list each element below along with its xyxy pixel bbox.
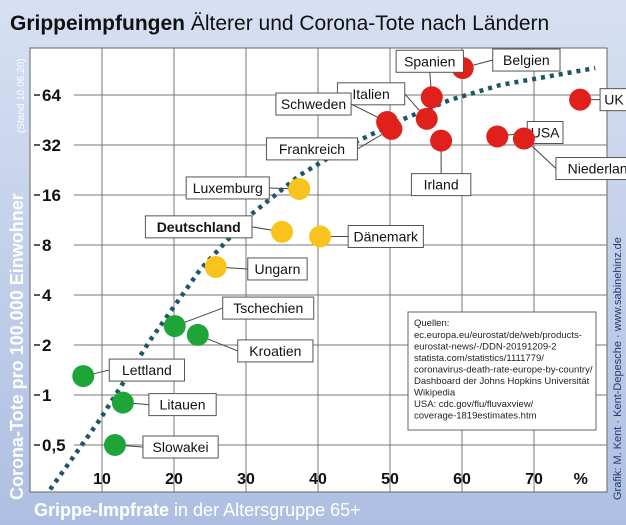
x-axis-label: Grippe-Impfrate in der Altersgruppe 65+ [34,500,361,520]
data-point [271,220,293,243]
point-label: Kroatien [249,343,301,359]
label-box [108,358,185,382]
point-label: Spanien [404,53,455,69]
data-point [380,117,403,140]
point-label: Tschechien [233,300,303,316]
x-tick-label: 40 [309,471,327,488]
point-label: Lettland [122,362,172,378]
source-line: Dashboard der Johns Hopkins Universität [414,376,590,387]
point-label: Belgien [503,52,550,68]
label-box [395,49,464,73]
y-tick-label: 64 [42,86,61,105]
label-box [142,435,219,459]
point-label: Italien [352,86,389,102]
x-tick-label: 60 [453,471,471,488]
label-box [347,225,424,249]
point-label: Slowakei [153,439,209,455]
point-label: Litauen [160,397,206,413]
y-axis-label: Corona-Tote pro 100.000 Einwohner [7,193,27,500]
sources-box: Quellen:ec.europa.eu/eurostat/de/web/pro… [407,311,597,431]
label-box [275,92,352,116]
x-tick-label: 10 [93,471,111,488]
label-box [247,257,308,281]
y-tick-label: 32 [42,136,61,155]
label-box [222,296,315,320]
title-rest: Älterer und Corona-Tote nach Ländern [185,12,549,35]
title-bold: Grippeimpfungen [10,12,185,35]
point-label: Luxemburg [193,180,263,196]
source-line: ec.europa.eu/eurostat/de/web/products- [414,330,582,341]
data-point [430,129,453,152]
point-label: Irland [424,177,459,193]
label-box [492,48,561,72]
label-box [410,173,472,197]
source-line: Wikipedia [414,388,456,399]
data-point [163,315,186,338]
chart-title: Grippeimpfungen Älterer und Corona-Tote … [10,12,549,35]
data-point [569,88,592,111]
point-label: Deutschland [157,219,241,235]
label-box [144,215,253,239]
data-point [512,127,535,150]
y-tick-label: 16 [42,186,61,205]
sources-box-frame [407,311,597,431]
x-tick-label: 50 [381,471,399,488]
source-line: USA: cdc.gov/flu/fluvaxview/ [414,399,534,410]
data-point [420,86,443,109]
source-line: eurostat-news/-/DDN-20191209-2 [414,342,557,353]
point-label: Frankreich [279,141,345,157]
label-box [185,176,270,200]
y-tick-label: 4 [42,286,52,305]
data-point [111,391,134,414]
credit-text: Grafik: M. Kent · Kent-Depesche · www.sa… [612,237,624,500]
data-point [415,107,438,130]
label-box [555,157,626,181]
data-point [204,255,227,278]
x-axis-label-rest: in der Altersgruppe 65+ [169,500,361,520]
source-line: statista.com/statistics/1111779/ [414,353,544,364]
point-label: USA [531,125,560,141]
y-tick-label: 0,5 [42,436,66,455]
y-tick-label: 1 [42,386,51,405]
x-tick-label: 20 [165,471,183,488]
source-line: coverage-1819estimates.htm [414,411,537,422]
sources-title: Quellen: [414,318,449,329]
label-box [148,393,217,417]
y-axis-note: (Stand 10.06.20) [16,59,27,134]
x-axis-label-bold: Grippe-Impfrate [34,500,169,520]
point-label: Niederlande [568,161,626,177]
data-point [72,365,95,388]
y-tick-label: 2 [42,336,51,355]
data-point [486,125,509,148]
source-line: coronavirus-death-rate-europe-by-country… [414,365,593,376]
data-point [186,323,209,346]
x-unit-label: % [574,471,588,488]
data-point [103,434,126,456]
label-box [265,137,358,161]
data-point [309,225,332,248]
label-box [237,339,314,363]
x-tick-label: 70 [525,471,543,488]
y-tick-label: 8 [42,236,51,255]
label-box [599,88,626,112]
point-label: Ungarn [254,261,300,277]
data-point [288,177,311,200]
x-tick-label: 30 [237,471,255,488]
point-label: Schweden [281,96,346,112]
point-label: Dänemark [353,229,419,245]
point-label: UK [604,92,624,108]
